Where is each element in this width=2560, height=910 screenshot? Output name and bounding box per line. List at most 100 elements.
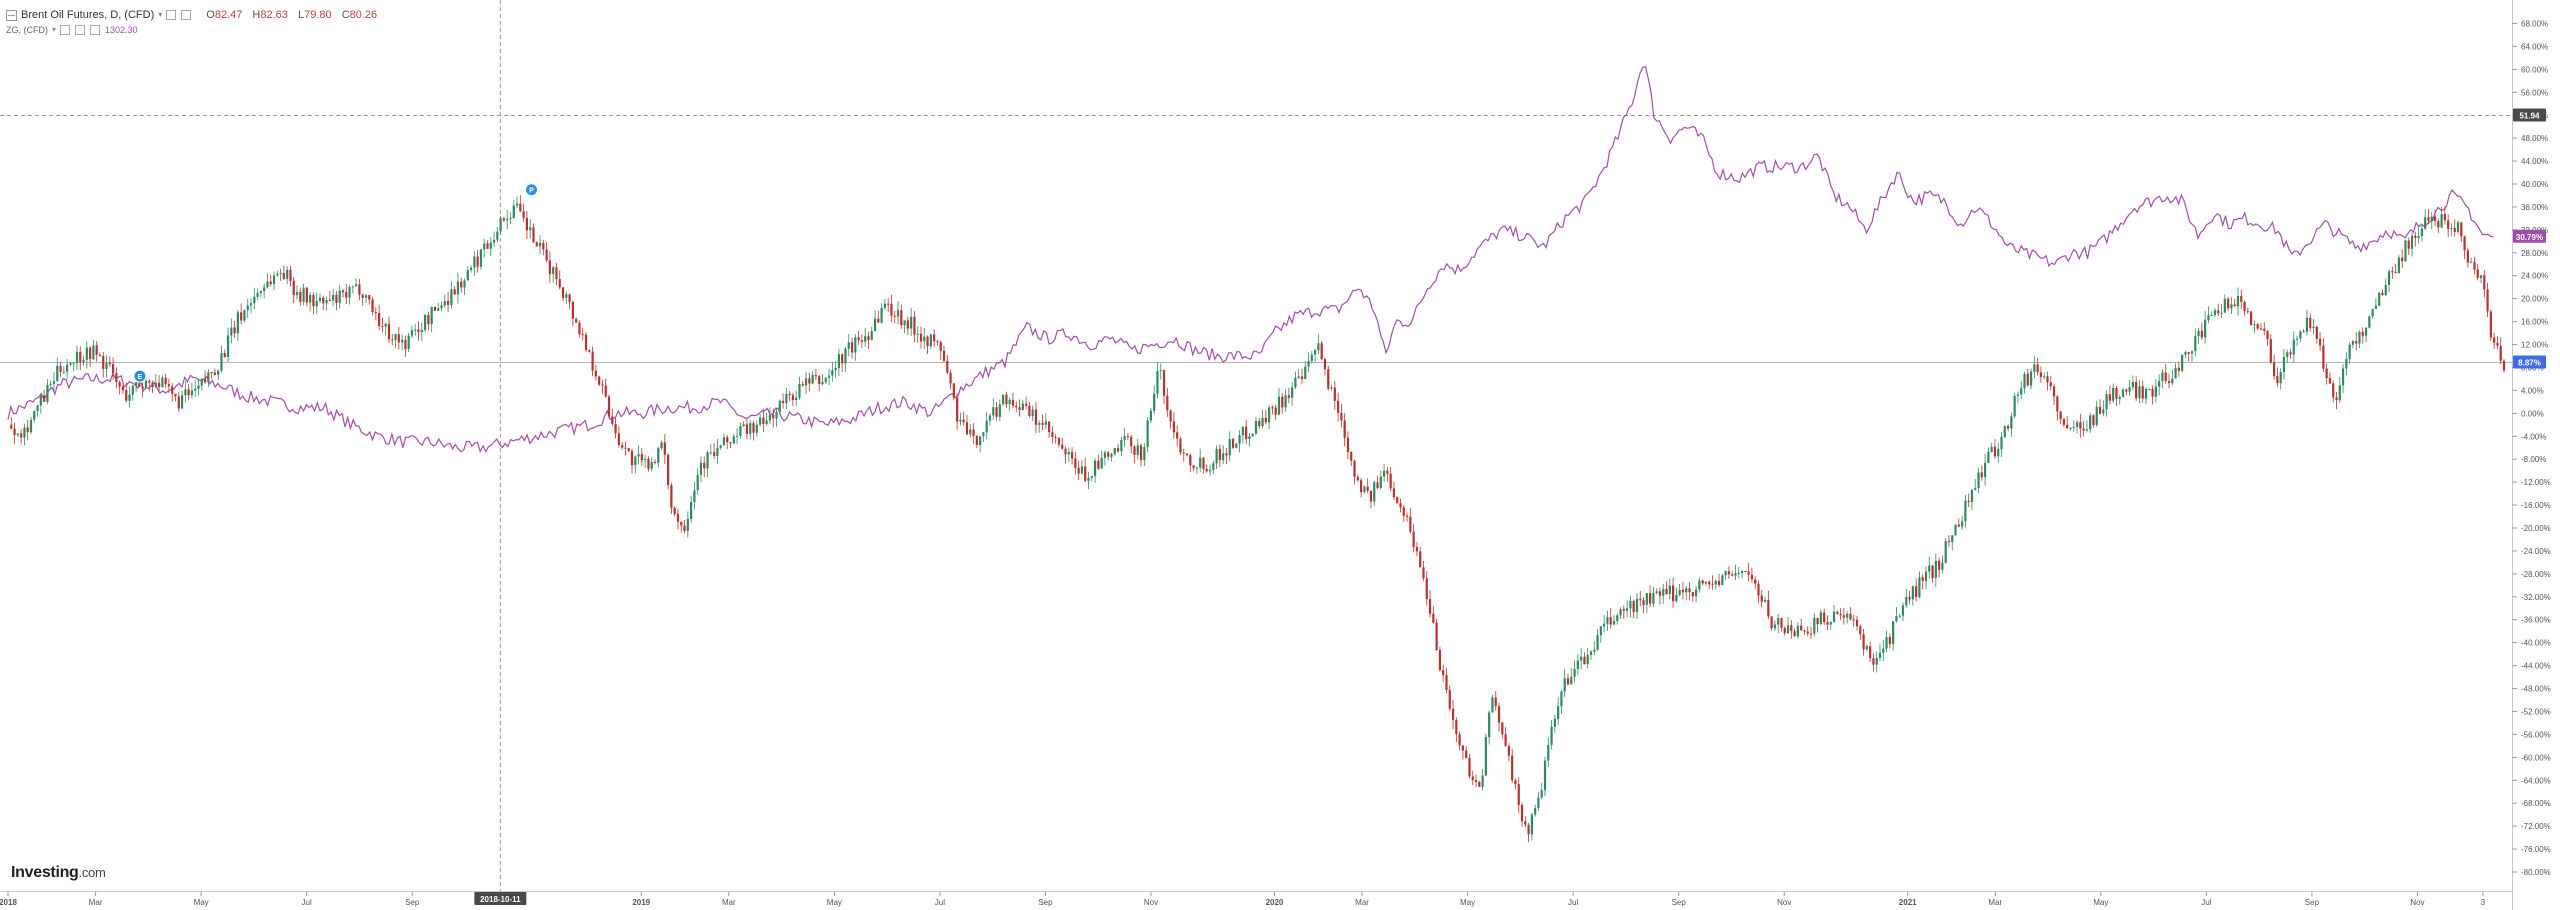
settings-icon[interactable] bbox=[181, 10, 192, 20]
collapse-legend-icon[interactable] bbox=[6, 9, 17, 21]
candle-body bbox=[1343, 420, 1346, 438]
candle-body bbox=[1491, 697, 1494, 713]
candle-body bbox=[2190, 351, 2194, 354]
zg-last-value-badge: 30.79% bbox=[2516, 233, 2543, 242]
candle-body bbox=[831, 370, 834, 376]
event-marker[interactable]: E bbox=[133, 369, 147, 383]
y-axis: 68.00%64.00%60.00%56.00%52.00%48.00%44.0… bbox=[2512, 19, 2551, 877]
close-icon[interactable] bbox=[90, 25, 101, 35]
candle-body bbox=[781, 401, 785, 404]
candle-body bbox=[473, 256, 476, 268]
candle-body bbox=[2144, 389, 2148, 399]
candle-body bbox=[407, 335, 410, 349]
candle-body bbox=[660, 442, 663, 449]
candle-body bbox=[1511, 755, 1514, 781]
candle-body bbox=[2338, 385, 2341, 401]
candle-body bbox=[2341, 368, 2345, 386]
candle-body bbox=[2059, 411, 2062, 420]
candle-body bbox=[1882, 648, 1885, 653]
candle-body bbox=[125, 390, 128, 401]
chevron-down-icon[interactable]: ▾ bbox=[52, 25, 57, 34]
y-tick-label: 56.00% bbox=[2521, 88, 2548, 97]
candle-body bbox=[1649, 593, 1652, 604]
candle-body bbox=[108, 362, 111, 365]
candle-body bbox=[2213, 310, 2217, 315]
candle-body bbox=[443, 300, 446, 306]
chevron-down-icon[interactable]: ▾ bbox=[158, 10, 163, 19]
candle-body bbox=[190, 390, 194, 396]
candle-body bbox=[1392, 488, 1396, 498]
candle-body bbox=[1547, 744, 1550, 761]
x-tick-label: Mar bbox=[722, 898, 736, 907]
candle-body bbox=[374, 312, 377, 314]
candle-body bbox=[1346, 437, 1350, 453]
candle-body bbox=[1254, 421, 1258, 434]
candle-body bbox=[1934, 560, 1937, 578]
secondary-legend-title: ZG, (CFD) bbox=[6, 25, 48, 35]
candle-body bbox=[1888, 637, 1891, 644]
candle-body bbox=[926, 336, 929, 347]
candle-body bbox=[322, 297, 325, 304]
candle-body bbox=[2069, 427, 2072, 429]
candle-body bbox=[328, 299, 331, 301]
candle-body bbox=[2328, 378, 2332, 384]
candle-body bbox=[893, 315, 896, 317]
candle-body bbox=[2496, 342, 2499, 346]
candle-body bbox=[1869, 646, 1872, 659]
candle-body bbox=[138, 382, 141, 387]
candle-body bbox=[1205, 469, 1208, 472]
eye-icon[interactable] bbox=[60, 25, 71, 35]
candle-body bbox=[1603, 623, 1606, 627]
candle-body bbox=[1215, 448, 1218, 464]
candle-body bbox=[1540, 790, 1543, 798]
candle-body bbox=[2029, 371, 2033, 386]
candle-body bbox=[2456, 222, 2460, 232]
candle-body bbox=[1074, 458, 1077, 468]
zg-series bbox=[7, 65, 2494, 454]
candle-body bbox=[1763, 599, 1767, 602]
candle-body bbox=[2108, 394, 2111, 401]
candle-body bbox=[476, 256, 479, 267]
eye-icon[interactable] bbox=[166, 10, 177, 20]
candle-body bbox=[877, 318, 880, 323]
candle-body bbox=[1809, 633, 1813, 635]
candle-body bbox=[561, 287, 565, 298]
candle-body bbox=[2207, 315, 2210, 320]
candle-body bbox=[1685, 588, 1688, 593]
candle-body bbox=[1025, 403, 1028, 406]
candle-body bbox=[545, 249, 548, 261]
candle-body bbox=[256, 292, 259, 297]
event-marker[interactable]: P bbox=[524, 183, 538, 197]
candle-body bbox=[1445, 675, 1448, 691]
candle-body bbox=[765, 420, 768, 424]
candle-body bbox=[2204, 319, 2207, 338]
candle-body bbox=[292, 281, 295, 295]
candle-body bbox=[900, 310, 903, 326]
candle-body bbox=[2049, 382, 2052, 387]
candle-body bbox=[1107, 452, 1110, 457]
settings-icon[interactable] bbox=[75, 25, 86, 35]
candle-body bbox=[10, 424, 13, 429]
candle-body bbox=[2138, 386, 2141, 399]
candle-body bbox=[361, 294, 364, 298]
y-tick-label: -4.00% bbox=[2521, 432, 2546, 441]
candle-body bbox=[814, 375, 818, 377]
x-tick-label: Mar bbox=[1355, 898, 1369, 907]
candle-body bbox=[719, 445, 722, 448]
candle-body bbox=[1576, 660, 1579, 669]
candle-body bbox=[2250, 311, 2253, 325]
candle-body bbox=[381, 326, 384, 328]
candle-body bbox=[2256, 324, 2259, 329]
candle-body bbox=[1921, 577, 1924, 581]
candle-body bbox=[1379, 476, 1382, 488]
candle-body bbox=[1642, 600, 1645, 605]
candle-body bbox=[506, 218, 509, 221]
open-value: 82.47 bbox=[214, 9, 243, 21]
x-tick-label: May bbox=[827, 898, 842, 907]
candle-body bbox=[1103, 452, 1107, 458]
candle-body bbox=[985, 420, 988, 433]
candle-body bbox=[384, 323, 387, 327]
candle-body bbox=[36, 405, 39, 412]
candle-body bbox=[1671, 585, 1675, 602]
